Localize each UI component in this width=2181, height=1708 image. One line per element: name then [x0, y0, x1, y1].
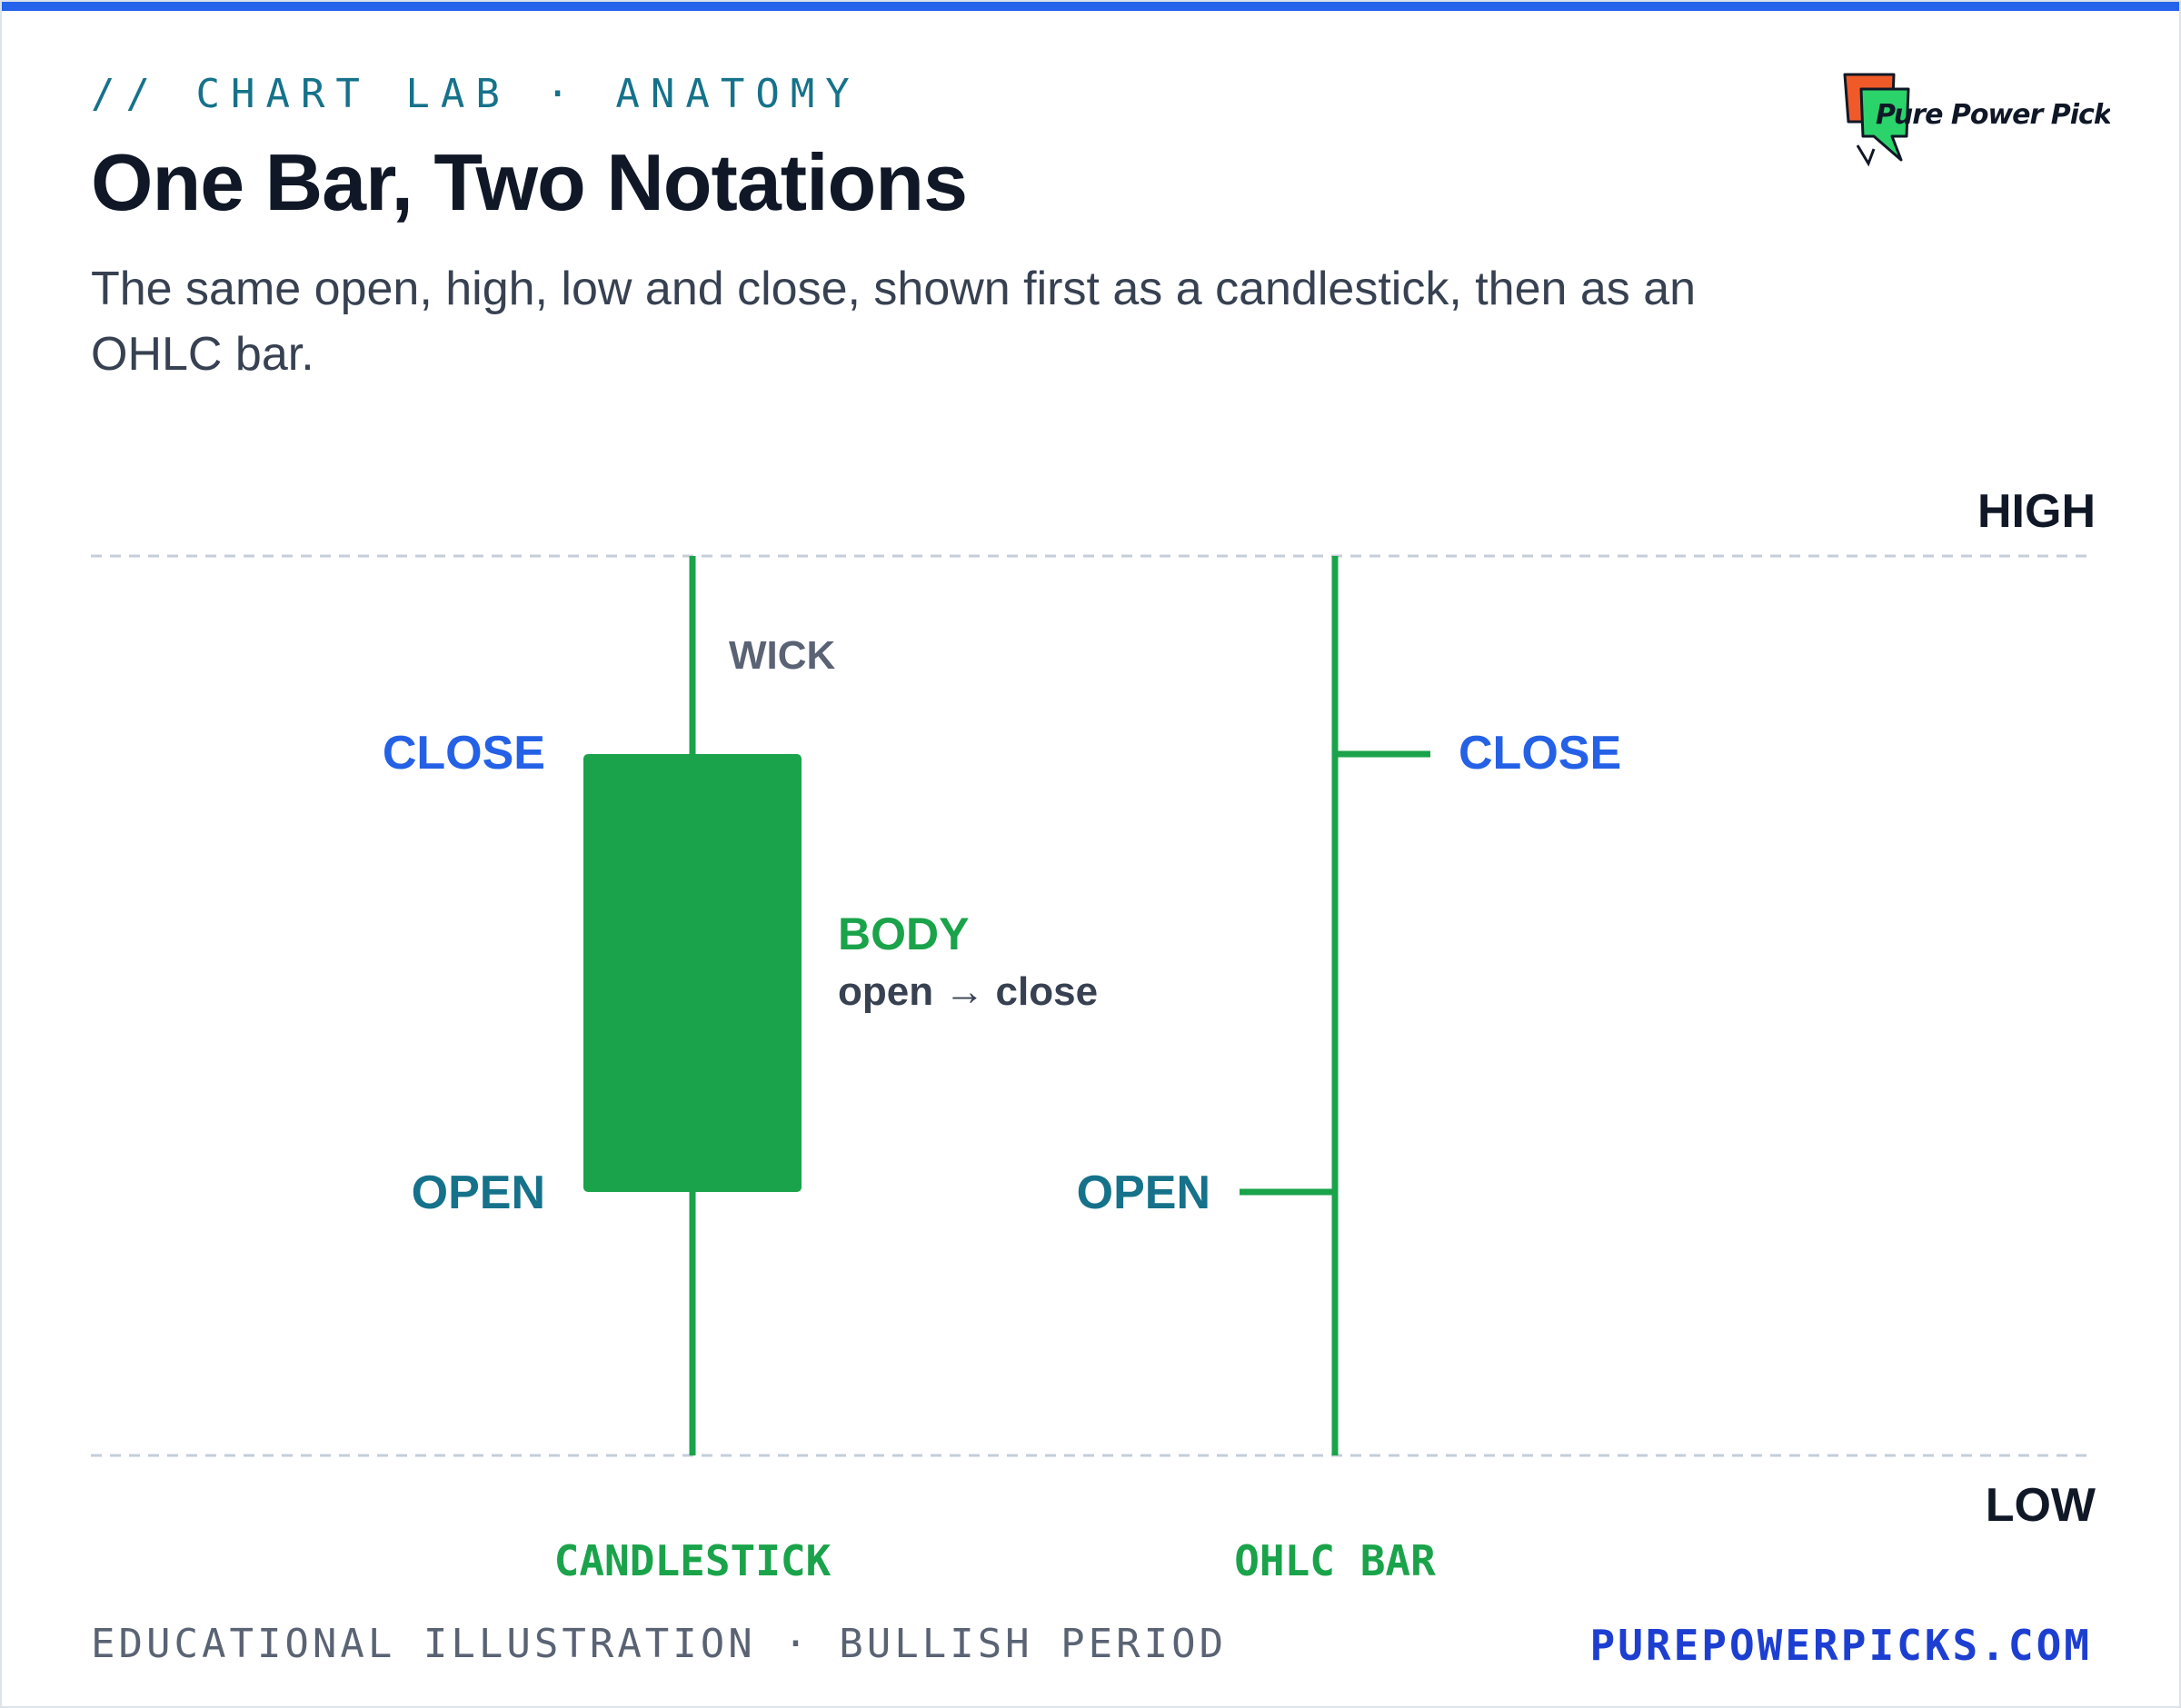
section-kicker: // CHART LAB · ANATOMY [91, 71, 861, 117]
lightning-bolt-icon [1843, 73, 1910, 167]
wick-label: WICK [729, 633, 836, 678]
candlestick-caption: CANDLESTICK [554, 1536, 832, 1585]
body-label: BODY [838, 909, 969, 959]
brand-logo: Pure Power Picks [1843, 73, 2110, 167]
high-label: HIGH [1977, 485, 2096, 538]
ohlc-open-label: OPEN [1077, 1167, 1210, 1219]
page-subtitle: The same open, high, low and close, show… [91, 263, 1697, 381]
candle-close-label: CLOSE [383, 727, 545, 780]
footer-website-link[interactable]: PUREPOWERPICKS.COM [1589, 1621, 2092, 1670]
brand-logo-text: Pure Power Picks [1876, 99, 2110, 131]
low-label: LOW [1986, 1479, 2096, 1532]
ohlc-caption: OHLC BAR [1234, 1536, 1436, 1585]
page-title: One Bar, Two Notations [91, 137, 968, 227]
body-sublabel: open → close [838, 969, 1098, 1014]
diagram-layer: HIGH LOW WICK CLOSE OPEN BODY open → close CAND… [91, 485, 2096, 1585]
accent-bar [2, 2, 2179, 11]
footer-note: EDUCATIONAL ILLUSTRATION · BULLISH PERIO… [91, 1621, 1228, 1667]
candle-body [583, 754, 802, 1192]
candle-open-label: OPEN [412, 1167, 545, 1219]
ohlc-close-label: CLOSE [1459, 727, 1621, 780]
